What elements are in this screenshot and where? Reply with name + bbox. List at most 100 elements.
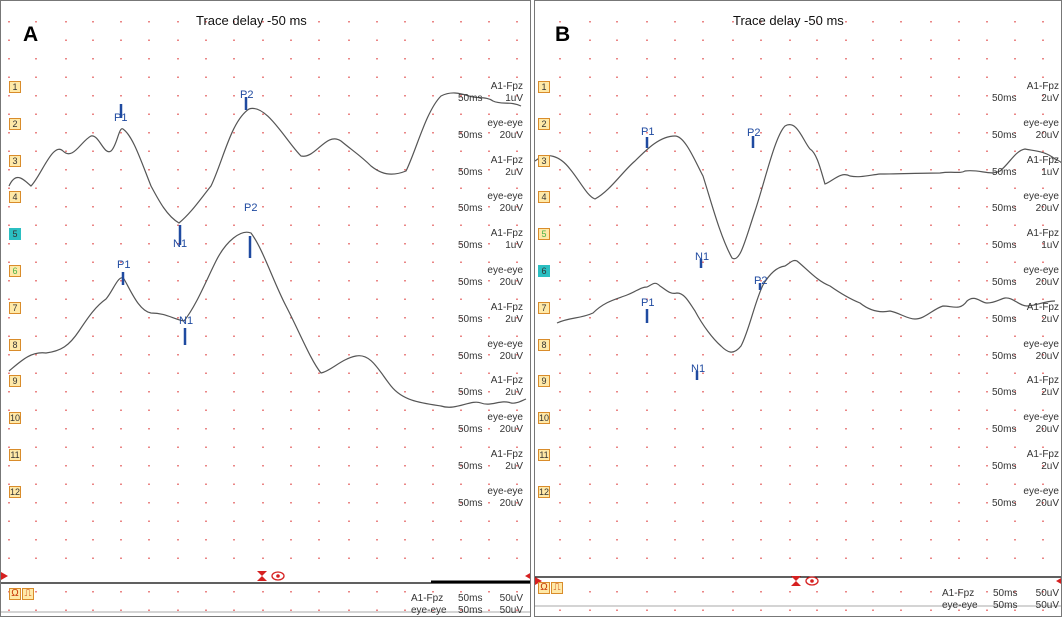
channel-name-label: eye-eye xyxy=(1023,338,1059,350)
ohm-button[interactable]: Ω xyxy=(538,582,550,594)
channel-box[interactable]: 4 xyxy=(538,191,550,204)
bottom-channel-gain: 50uV xyxy=(1035,588,1059,599)
channel-box[interactable]: 5 xyxy=(9,228,21,241)
channel-gain-label: 20uV xyxy=(499,424,523,436)
channel-gain-label: 20uV xyxy=(499,350,523,362)
channel-name-label: A1-Fpz xyxy=(1026,228,1059,240)
channel-name-label: A1-Fpz xyxy=(490,154,523,166)
channel-name-label: A1-Fpz xyxy=(1026,375,1059,387)
channel-box[interactable]: 5 xyxy=(538,228,550,241)
channel-gain-label: 20uV xyxy=(499,497,523,509)
channel-gain-label: 20uV xyxy=(499,277,523,288)
channel-box[interactable]: 4 xyxy=(9,191,21,204)
channel-timebase-label: 50ms xyxy=(458,129,483,141)
channel-gain-label: 20uV xyxy=(499,129,523,141)
channel-box[interactable]: 8 xyxy=(9,338,21,351)
peak-label-p1: P1 xyxy=(117,259,131,271)
channel-name-label: A1-Fpz xyxy=(1026,81,1059,92)
peak-label-n1: N1 xyxy=(179,315,194,327)
peak-label-n1: N1 xyxy=(691,363,706,375)
channel-gain-label: 1uV xyxy=(1041,166,1059,178)
channel-timebase-label: 50ms xyxy=(458,350,483,362)
channel-name-label: A1-Fpz xyxy=(1026,449,1059,460)
channel-box[interactable]: 7 xyxy=(538,301,550,314)
peak-label-p2: P2 xyxy=(747,127,761,139)
channel-timebase-label: 50ms xyxy=(458,277,483,288)
channel-box[interactable]: 9 xyxy=(538,375,550,388)
channel-box[interactable]: 11 xyxy=(9,449,21,461)
channel-box[interactable]: 2 xyxy=(538,117,550,130)
pulse-button[interactable]: ⎍ xyxy=(551,582,563,594)
bottom-channel-name: A1-Fpz xyxy=(942,588,975,599)
bottom-channel-gain: 50uV xyxy=(499,605,523,616)
channel-name-label: eye-eye xyxy=(487,265,523,276)
channel-timebase-label: 50ms xyxy=(992,461,1017,472)
peak-label-n1: N1 xyxy=(695,251,710,263)
channel-box[interactable]: 2 xyxy=(9,117,21,130)
channel-gain-label: 20uV xyxy=(1035,277,1059,288)
trace-b-upper xyxy=(535,124,1061,260)
channel-name-label: eye-eye xyxy=(487,191,523,203)
channel-timebase-label: 50ms xyxy=(992,203,1017,215)
channel-gain-label: 1uV xyxy=(505,93,523,104)
bottom-channel-timebase: 50ms xyxy=(993,600,1018,611)
channel-name-label: eye-eye xyxy=(1023,485,1059,497)
peak-label-p1: P1 xyxy=(114,112,128,124)
channel-box[interactable]: 8 xyxy=(538,338,550,351)
channel-name-label: A1-Fpz xyxy=(490,375,523,387)
channel-gain-label: 20uV xyxy=(1035,350,1059,362)
channel-box[interactable]: 12 xyxy=(9,485,21,498)
panel-a-canvas xyxy=(1,21,530,616)
channel-box[interactable]: 12 xyxy=(538,485,550,498)
channel-name-label: A1-Fpz xyxy=(490,228,523,240)
channel-box[interactable]: 1 xyxy=(9,81,21,93)
channel-timebase-label: 50ms xyxy=(458,461,483,472)
peak-label-p2: P2 xyxy=(754,275,768,287)
panel-label: B xyxy=(555,23,571,46)
channel-box[interactable]: 9 xyxy=(9,375,21,388)
pulse-button[interactable]: ⎍ xyxy=(22,588,34,600)
channel-timebase-label: 50ms xyxy=(992,93,1017,104)
channel-box[interactable]: 10 xyxy=(9,412,21,425)
trace-b-lower xyxy=(556,259,1056,353)
channel-name-label: eye-eye xyxy=(1023,412,1059,424)
channel-name-label: A1-Fpz xyxy=(490,301,523,313)
channel-gain-label: 2uV xyxy=(1041,387,1059,399)
channel-box[interactable]: 6 xyxy=(538,265,550,277)
channel-gain-label: 2uV xyxy=(505,387,523,399)
panel-b-canvas xyxy=(535,21,1061,616)
ohm-button[interactable]: Ω xyxy=(9,588,21,600)
bottom-channel-name: eye-eye xyxy=(411,605,447,616)
channel-name-label: eye-eye xyxy=(1023,265,1059,276)
channel-gain-label: 20uV xyxy=(1035,424,1059,436)
channel-name-label: A1-Fpz xyxy=(490,449,523,460)
channel-timebase-label: 50ms xyxy=(458,497,483,509)
channel-timebase-label: 50ms xyxy=(458,424,483,436)
panel-b: B Trace delay -50 ms 1 2 3 4 5 6 7 8 9 10 11 12 A1-… xyxy=(534,0,1062,617)
channel-name-label: A1-Fpz xyxy=(1026,154,1059,166)
channel-box[interactable]: 7 xyxy=(9,301,21,314)
channel-name-label: eye-eye xyxy=(1023,191,1059,203)
channel-timebase-label: 50ms xyxy=(992,166,1017,178)
channel-gain-label: 2uV xyxy=(505,461,523,472)
channel-box[interactable]: 10 xyxy=(538,412,550,425)
channel-timebase-label: 50ms xyxy=(458,313,483,325)
channel-gain-label: 20uV xyxy=(1035,497,1059,509)
channel-gain-label: 2uV xyxy=(1041,313,1059,325)
channel-box[interactable]: 6 xyxy=(9,265,21,277)
bottom-channel-name: eye-eye xyxy=(942,600,978,611)
channel-box[interactable]: 3 xyxy=(538,154,550,167)
channel-timebase-label: 50ms xyxy=(992,240,1017,252)
channel-timebase-label: 50ms xyxy=(992,387,1017,399)
channel-box[interactable]: 1 xyxy=(538,81,550,93)
trace-delay-label: Trace delay -50 ms xyxy=(733,13,844,28)
channel-timebase-label: 50ms xyxy=(992,277,1017,288)
channel-timebase-label: 50ms xyxy=(992,313,1017,325)
channel-timebase-label: 50ms xyxy=(458,166,483,178)
panel-a: A Trace delay -50 ms 1 2 3 4 5 6 7 8 9 10 11 12 A1-… xyxy=(0,0,531,617)
bottom-channel-gain: 50uV xyxy=(1035,600,1059,611)
trace-a-upper xyxy=(8,92,522,224)
channel-box[interactable]: 3 xyxy=(9,154,21,167)
channel-box[interactable]: 11 xyxy=(538,449,550,461)
peak-label-n1: N1 xyxy=(173,238,188,250)
